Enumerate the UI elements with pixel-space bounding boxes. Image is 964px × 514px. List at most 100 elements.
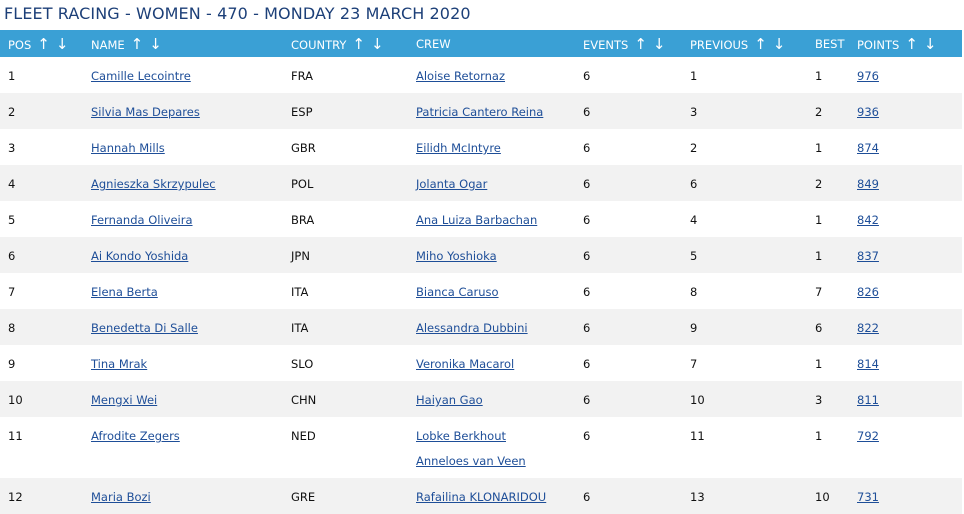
table-row: 5 Fernanda Oliveira BRA Ana Luiza Barbachan… [0,201,962,237]
previous-text: 1 [690,69,698,83]
points-link[interactable]: 874 [857,141,879,155]
crew-link[interactable]: Bianca Caruso [416,285,499,299]
table-row: 3 Hannah Mills GBR Eilidh McIntyre 6 2 1 874 [0,129,962,165]
points-cell: 814 [849,345,962,381]
points-link[interactable]: 814 [857,357,879,371]
crew-link[interactable]: Anneloes van Veen [416,454,526,468]
best-cell: 3 [807,381,849,417]
country-text: GBR [291,141,316,155]
sailor-name-link[interactable]: Afrodite Zegers [91,429,180,443]
points-link[interactable]: 822 [857,321,879,335]
best-text: 7 [815,285,823,299]
crew-cell: Lobke Berkhout Anneloes van Veen [408,417,575,478]
points-link[interactable]: 842 [857,213,879,227]
crew-link[interactable]: Miho Yoshioka [416,249,497,263]
sailor-name-link[interactable]: Mengxi Wei [91,393,158,407]
sailor-name-link[interactable]: Ai Kondo Yoshida [91,249,189,263]
best-text: 1 [815,213,823,227]
best-cell: 6 [807,309,849,345]
crew-cell: Bianca Caruso [408,273,575,309]
points-link[interactable]: 837 [857,249,879,263]
table-row: 7 Elena Berta ITA Bianca Caruso 6 8 7 826 [0,273,962,309]
sort-descending-icon[interactable]: ↓ [370,34,390,53]
table-row: 9 Tina Mrak SLO Veronika Macarol 6 7 1 814 [0,345,962,381]
sailor-name-link[interactable]: Maria Bozi [91,490,151,504]
country-cell: NED [283,417,408,478]
sailor-name-link[interactable]: Camille Lecointre [91,69,191,83]
sort-ascending-icon[interactable]: ↑ [130,34,150,53]
crew-link[interactable]: Patricia Cantero Reina [416,105,544,119]
col-header-name: NAME ↑↓ [83,30,283,57]
col-header-pos-label: POS [8,37,32,52]
previous-text: 4 [690,213,698,227]
country-cell: ITA [283,309,408,345]
previous-text: 7 [690,357,698,371]
points-link[interactable]: 811 [857,393,879,407]
previous-text: 11 [690,429,705,443]
crew-link[interactable]: Ana Luiza Barbachan [416,213,538,227]
previous-cell: 8 [682,273,807,309]
events-text: 6 [583,177,591,191]
points-link[interactable]: 849 [857,177,879,191]
best-text: 1 [815,69,823,83]
best-text: 10 [815,490,830,504]
pos-text: 6 [8,249,16,263]
sort-ascending-icon[interactable]: ↑ [905,34,924,53]
sort-ascending-icon[interactable]: ↑ [37,34,56,53]
sort-descending-icon[interactable]: ↓ [652,34,672,53]
previous-cell: 7 [682,345,807,381]
crew-link[interactable]: Alessandra Dubbini [416,321,528,335]
pos-cell: 1 [0,57,83,93]
sailor-name-link[interactable]: Benedetta Di Salle [91,321,198,335]
sailor-name-cell: Maria Bozi [83,478,283,514]
pos-cell: 6 [0,237,83,273]
sailor-name-link[interactable]: Tina Mrak [91,357,148,371]
sailor-name-link[interactable]: Hannah Mills [91,141,165,155]
sailor-name-link[interactable]: Agnieszka Skrzypulec [91,177,216,191]
pos-text: 8 [8,321,16,335]
crew-link[interactable]: Eilidh McIntyre [416,141,501,155]
best-cell: 1 [807,129,849,165]
sort-descending-icon[interactable]: ↓ [772,34,792,53]
sort-descending-icon[interactable]: ↓ [149,34,168,53]
crew-link[interactable]: Rafailina KLONARIDOU [416,490,547,504]
sailor-name-cell: Elena Berta [83,273,283,309]
sailor-name-cell: Benedetta Di Salle [83,309,283,345]
sort-ascending-icon[interactable]: ↑ [352,34,371,53]
col-header-crew-label: CREW [416,36,451,51]
points-link[interactable]: 976 [857,69,879,83]
sort-ascending-icon[interactable]: ↑ [754,34,773,53]
sailor-name-link[interactable]: Fernanda Oliveira [91,213,193,227]
sort-descending-icon[interactable]: ↓ [55,34,75,53]
points-link[interactable]: 731 [857,490,879,504]
events-cell: 6 [575,201,682,237]
country-cell: CHN [283,381,408,417]
crew-link[interactable]: Veronika Macarol [416,357,515,371]
sailor-name-link[interactable]: Elena Berta [91,285,158,299]
events-cell: 6 [575,381,682,417]
sort-descending-icon[interactable]: ↓ [923,34,943,53]
events-text: 6 [583,357,591,371]
country-cell: FRA [283,57,408,93]
events-cell: 6 [575,237,682,273]
country-text: ITA [291,321,309,335]
sailor-name-link[interactable]: Silvia Mas Depares [91,105,200,119]
best-cell: 1 [807,237,849,273]
sort-ascending-icon[interactable]: ↑ [634,34,653,53]
crew-link[interactable]: Jolanta Ogar [416,177,488,191]
col-header-best-label: BEST [815,36,845,51]
pos-text: 9 [8,357,16,371]
crew-link[interactable]: Aloise Retornaz [416,69,506,83]
best-cell: 1 [807,345,849,381]
points-link[interactable]: 792 [857,429,879,443]
pos-cell: 11 [0,417,83,478]
country-cell: JPN [283,237,408,273]
best-text: 2 [815,177,823,191]
crew-link[interactable]: Lobke Berkhout [416,429,506,443]
events-text: 6 [583,249,591,263]
points-link[interactable]: 936 [857,105,879,119]
points-link[interactable]: 826 [857,285,879,299]
points-cell: 811 [849,381,962,417]
pos-cell: 7 [0,273,83,309]
crew-link[interactable]: Haiyan Gao [416,393,483,407]
